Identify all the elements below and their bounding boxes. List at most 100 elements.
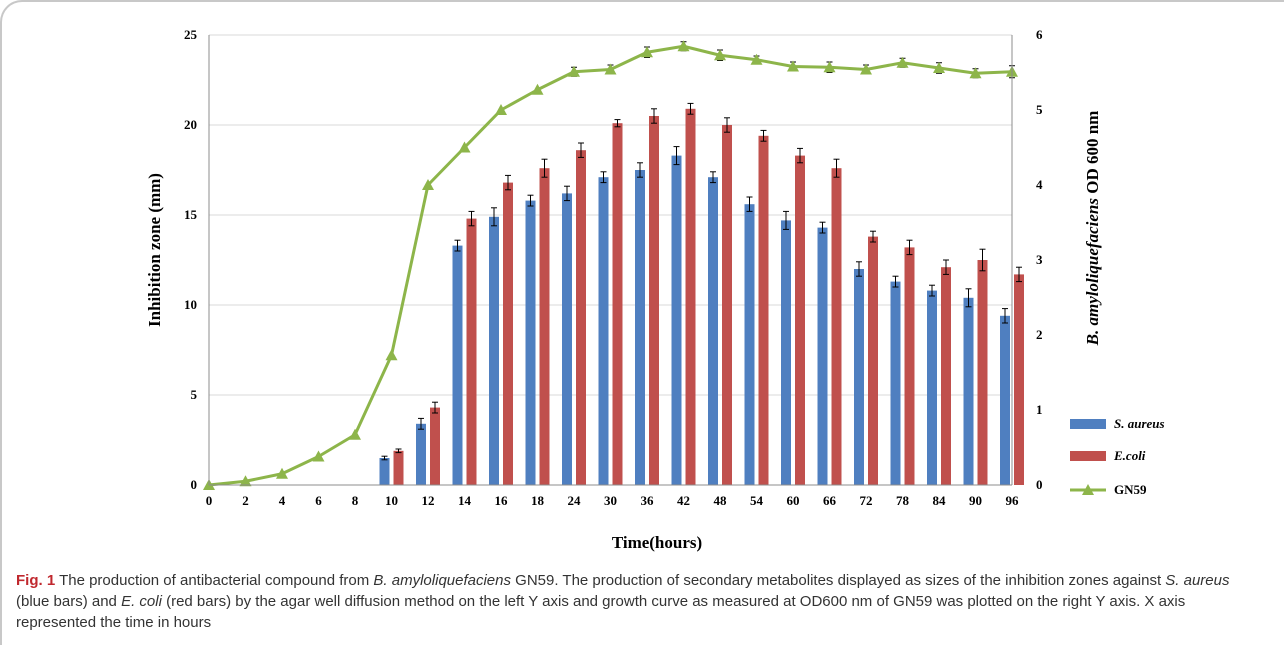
s-aureus-bar [525, 200, 536, 485]
e-coli-bar [466, 218, 477, 485]
gn59-triangle-marker [495, 104, 507, 115]
y-tick-label: 25 [184, 27, 198, 42]
gn59-triangle-marker [860, 63, 872, 75]
error-bars [381, 102, 1022, 461]
e-coli-bar [941, 267, 951, 485]
s-aureus-bar [817, 227, 828, 485]
bars [379, 108, 1024, 486]
legend: S. aureus E.coli GN59 [1070, 416, 1165, 497]
x-tick-label: 60 [787, 493, 800, 508]
x-tick-label: 0 [206, 493, 213, 508]
caption-part: (red bars) by the agar well diffusion me… [16, 593, 1186, 631]
y-tick-label: 10 [184, 297, 197, 312]
s-aureus-bar [452, 245, 463, 485]
y-tick-label: 20 [184, 117, 197, 132]
e-coli-bar [503, 182, 513, 485]
x-tick-label: 16 [495, 493, 509, 508]
s-aureus-bar [379, 458, 390, 485]
gn59-triangle-marker [787, 60, 799, 72]
gn59-triangle-marker [349, 428, 361, 440]
y-right-tick-label: 6 [1036, 27, 1043, 42]
y-right-tick-label: 5 [1036, 102, 1043, 117]
x-tick-label: 66 [823, 493, 837, 508]
s-aureus-bar [489, 216, 499, 486]
e-coli-bar [649, 116, 659, 485]
y-right-tick-label: 3 [1036, 252, 1043, 267]
e-coli-bar [977, 260, 988, 485]
e-coli-bar [576, 150, 586, 485]
caption-part: B. amyloliquefaciens [373, 572, 511, 589]
legend-label: E.coli [1113, 448, 1146, 463]
figure-caption: Fig. 1 The production of antibacterial c… [16, 570, 1266, 633]
x-tick-label: 2 [242, 493, 249, 508]
legend-label: S. aureus [1114, 416, 1165, 431]
legend-label: GN59 [1114, 482, 1147, 497]
gn59-triangle-marker [568, 65, 580, 77]
s-aureus-bar [744, 204, 755, 485]
x-tick-label: 10 [385, 493, 398, 508]
x-tick-label: 54 [750, 493, 764, 508]
x-tick-label: 12 [422, 493, 435, 508]
s-aureus-bar [562, 193, 572, 485]
y-axis-right-title: B. amyloliquefaciens OD 600 nm [1083, 111, 1102, 347]
gn59-triangle-marker [458, 141, 471, 153]
x-tick-label: 72 [860, 493, 873, 508]
x-tick-label: 36 [641, 493, 655, 508]
x-tick-label: 24 [568, 493, 582, 508]
gn59-triangle-marker [750, 53, 763, 65]
gn59-triangle-marker [677, 40, 690, 52]
e-coli-bar [1014, 274, 1024, 485]
e-coli-bar [685, 108, 696, 486]
caption-part: S. aureus [1165, 572, 1230, 589]
e-coli-bar [795, 155, 805, 485]
s-aureus-bar [671, 155, 682, 485]
caption-part: (blue bars) and [16, 593, 122, 610]
gn59-triangle-marker [276, 467, 288, 479]
e-coli-bar [612, 123, 623, 485]
x-tick-label: 48 [714, 493, 728, 508]
x-axis-title: Time(hours) [612, 533, 702, 552]
gn59-triangle-marker [714, 49, 726, 61]
legend-swatch-s-aureus [1070, 419, 1106, 429]
caption-part: E. coli [121, 593, 162, 610]
x-tick-label: 90 [969, 493, 982, 508]
s-aureus-bar [635, 170, 645, 485]
y-axis-right-title-unit: OD 600 nm [1083, 111, 1102, 198]
x-tick-label: 18 [531, 493, 545, 508]
y-right-tick-label: 2 [1036, 327, 1043, 342]
x-tick-label: 14 [458, 493, 472, 508]
y-tick-label: 5 [191, 387, 198, 402]
gn59-line [203, 40, 1018, 490]
e-coli-bar [722, 125, 732, 485]
gn59-triangle-marker [604, 63, 617, 75]
x-tick-label: 8 [352, 493, 359, 508]
gn59-triangle-marker [422, 179, 434, 190]
s-aureus-bar [598, 177, 609, 485]
s-aureus-bar [854, 269, 864, 485]
s-aureus-bar [1000, 315, 1010, 485]
y-axis-right-title-organism: B. amyloliquefaciens [1083, 198, 1102, 347]
e-coli-bar [539, 168, 550, 485]
legend-swatch-gn59-marker [1082, 484, 1094, 495]
s-aureus-bar [927, 290, 937, 485]
gn59-triangle-marker [933, 62, 945, 73]
s-aureus-bar [890, 281, 901, 485]
y-tick-label: 15 [184, 207, 198, 222]
y-right-tick-label: 4 [1036, 177, 1043, 192]
x-tick-label: 4 [279, 493, 286, 508]
y-right-tick-label: 0 [1036, 477, 1043, 492]
y-right-tick-label: 1 [1036, 402, 1043, 417]
s-aureus-bar [416, 423, 426, 485]
gn59-triangle-marker [896, 56, 909, 68]
gn59-triangle-marker [531, 83, 544, 95]
caption-text: The production of antibacterial compound… [16, 572, 1230, 631]
gn59-triangle-marker [823, 61, 836, 73]
x-tick-label: 30 [604, 493, 617, 508]
legend-swatch-e-coli [1070, 451, 1106, 461]
gn59-triangle-marker [312, 450, 325, 462]
e-coli-bar [868, 236, 878, 485]
s-aureus-bar [708, 177, 718, 485]
y-axis-title: Inhibition zone (mm) [145, 173, 164, 327]
